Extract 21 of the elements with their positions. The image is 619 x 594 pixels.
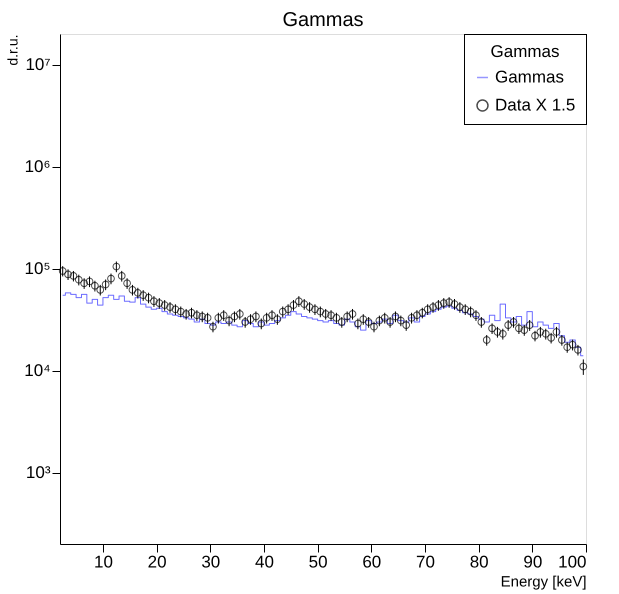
legend-title: Gammas xyxy=(490,42,560,61)
x-tick-label: 50 xyxy=(308,552,328,572)
y-tick-label: 10⁴ xyxy=(24,361,50,380)
x-tick-label: 90 xyxy=(523,552,542,572)
x-tick-label: 30 xyxy=(201,552,220,572)
chart-title: Gammas xyxy=(282,9,364,31)
legend-label: Gammas xyxy=(495,68,564,86)
x-axis-title: Energy [keV] xyxy=(500,574,586,590)
x-tick-label: 20 xyxy=(148,552,167,572)
x-tick-label: 10 xyxy=(94,552,113,572)
y-tick-label: 10⁵ xyxy=(24,259,50,278)
x-tick-label: 80 xyxy=(470,552,489,572)
y-tick-label: 10⁶ xyxy=(24,157,50,176)
y-tick-label: 10³ xyxy=(26,463,51,482)
x-tick-label: 60 xyxy=(362,552,382,572)
legend-label: Data X 1.5 xyxy=(495,96,576,114)
y-tick-label: 10⁷ xyxy=(25,55,50,74)
x-tick-label: 100 xyxy=(558,552,586,572)
x-tick-label: 70 xyxy=(416,552,435,572)
y-axis-title: d.r.u. xyxy=(4,34,20,66)
x-tick-label: 40 xyxy=(255,552,274,572)
